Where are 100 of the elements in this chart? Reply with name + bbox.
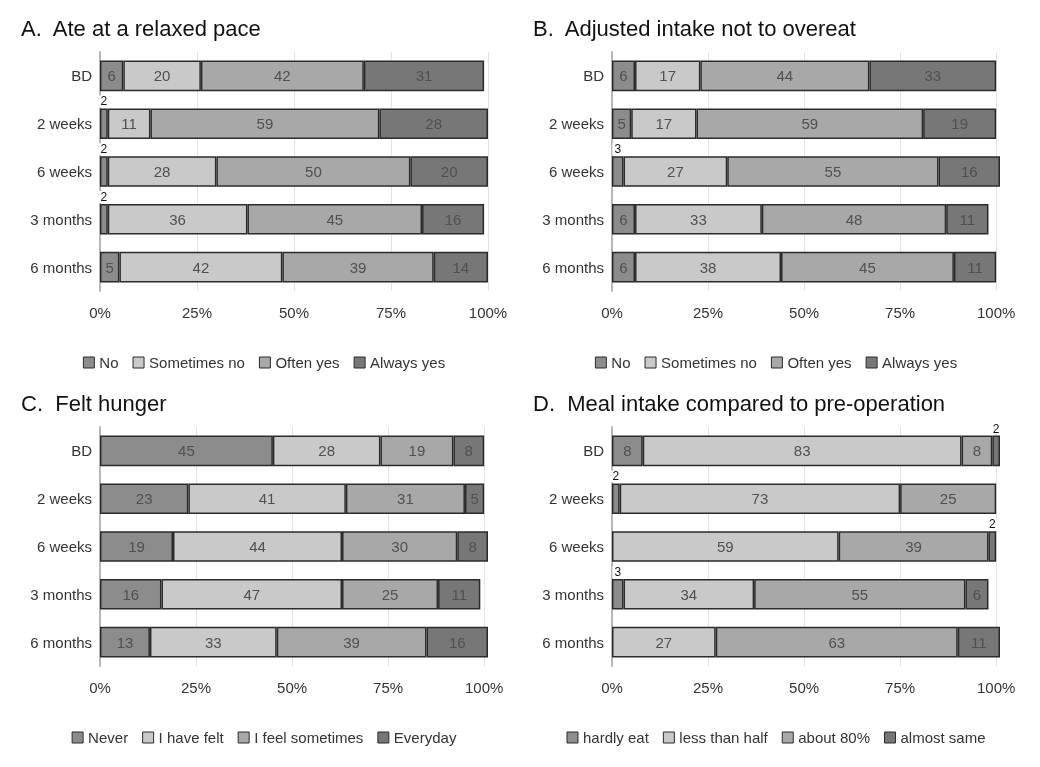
y-tick-label: 2 weeks bbox=[548, 115, 604, 133]
y-tick-label: 3 months bbox=[30, 210, 92, 228]
data-label: 50 bbox=[305, 163, 322, 180]
data-label: 42 bbox=[192, 258, 210, 276]
x-tick-label: 75% bbox=[885, 679, 916, 696]
y-tick-label: BD bbox=[583, 67, 605, 85]
data-label: 48 bbox=[845, 210, 863, 228]
legend-label: Never bbox=[88, 729, 129, 746]
x-tick-label: 100% bbox=[976, 679, 1016, 696]
x-tick-label: 100% bbox=[464, 679, 504, 696]
y-tick-label: 3 months bbox=[542, 210, 604, 228]
y-tick-label: 2 weeks bbox=[36, 490, 92, 508]
data-label: 45 bbox=[178, 442, 195, 460]
data-label: 33 bbox=[690, 210, 707, 228]
data-label: 44 bbox=[776, 67, 794, 85]
data-label: 39 bbox=[905, 538, 922, 555]
data-label: 20 bbox=[153, 67, 171, 85]
data-label: 5 bbox=[617, 115, 626, 133]
x-tick-label: 0% bbox=[601, 304, 623, 321]
y-tick-label: BD bbox=[71, 442, 93, 460]
data-label: 5 bbox=[105, 258, 114, 276]
data-label: 8 bbox=[972, 442, 982, 460]
data-label: 45 bbox=[859, 258, 876, 276]
legend-label: I feel sometimes bbox=[254, 729, 364, 746]
data-label: 41 bbox=[258, 490, 276, 508]
data-label: 2 bbox=[100, 142, 108, 157]
x-tick-label: 50% bbox=[278, 304, 310, 321]
x-tick-label: 50% bbox=[277, 679, 308, 696]
chart-title: C. Felt hunger bbox=[21, 390, 167, 416]
y-tick-label: 2 weeks bbox=[36, 115, 92, 133]
data-label: 44 bbox=[249, 538, 266, 555]
data-label: 45 bbox=[326, 210, 344, 228]
data-label: 27 bbox=[667, 163, 684, 180]
data-label: 19 bbox=[128, 538, 145, 555]
x-tick-label: 0% bbox=[601, 679, 623, 696]
data-label: 17 bbox=[659, 67, 677, 85]
data-label: 2 bbox=[100, 94, 108, 109]
data-label: 27 bbox=[655, 633, 673, 651]
data-label: 19 bbox=[408, 442, 426, 460]
legend-label: Often yes bbox=[275, 354, 340, 371]
data-label: 59 bbox=[801, 115, 819, 133]
y-tick-label: 3 months bbox=[30, 585, 92, 603]
data-label: 34 bbox=[680, 585, 698, 603]
legend-label: hardly eat bbox=[582, 729, 650, 746]
data-label: 16 bbox=[122, 585, 140, 603]
legend-label: Sometimes no bbox=[661, 354, 757, 371]
data-label: 59 bbox=[716, 538, 734, 555]
legend-label: No bbox=[99, 354, 119, 371]
data-label: 6 bbox=[619, 67, 628, 85]
data-label: 2 bbox=[992, 421, 1000, 436]
x-tick-label: 25% bbox=[693, 304, 724, 321]
chart-title: B. Adjusted intake not to overeat bbox=[533, 15, 856, 41]
legend-label: almost same bbox=[900, 729, 986, 746]
data-label: 8 bbox=[623, 442, 632, 460]
legend-label: less than half bbox=[679, 729, 769, 746]
x-tick-label: 75% bbox=[373, 679, 404, 696]
data-label: 83 bbox=[793, 442, 811, 460]
y-tick-label: BD bbox=[71, 67, 93, 85]
data-label: 73 bbox=[751, 490, 769, 508]
legend-label: I have felt bbox=[158, 729, 225, 746]
y-tick-label: BD bbox=[583, 442, 605, 460]
data-label: 55 bbox=[824, 163, 842, 180]
x-tick-label: 75% bbox=[375, 304, 407, 321]
data-label: 25 bbox=[939, 490, 957, 508]
y-tick-label: 3 months bbox=[542, 585, 604, 603]
x-tick-label: 25% bbox=[693, 679, 724, 696]
chart-title: D. Meal intake compared to pre-operation bbox=[533, 390, 946, 416]
data-label: 63 bbox=[828, 633, 846, 651]
legend-label: Everyday bbox=[393, 729, 457, 746]
data-label: 6 bbox=[619, 258, 628, 276]
data-label: 39 bbox=[343, 633, 360, 651]
data-label: 39 bbox=[349, 258, 367, 276]
x-tick-label: 50% bbox=[789, 304, 820, 321]
y-tick-label: 6 months bbox=[30, 258, 92, 276]
data-label: 6 bbox=[619, 210, 628, 228]
chart-title: A. Ate at a relaxed pace bbox=[21, 15, 261, 41]
data-label: 36 bbox=[169, 210, 186, 228]
data-label: 2 bbox=[988, 517, 996, 532]
data-label: 38 bbox=[699, 258, 717, 276]
y-tick-label: 6 weeks bbox=[548, 163, 604, 180]
x-tick-label: 75% bbox=[885, 304, 916, 321]
legend-label: Always yes bbox=[370, 354, 446, 371]
legend-label: No bbox=[611, 354, 631, 371]
data-label: 2 bbox=[100, 190, 108, 204]
x-tick-label: 50% bbox=[789, 679, 820, 696]
x-tick-label: 0% bbox=[89, 679, 111, 696]
data-label: 31 bbox=[397, 490, 414, 508]
legend-label: Often yes bbox=[787, 354, 852, 371]
x-tick-label: 100% bbox=[468, 304, 508, 321]
legend-label: Always yes bbox=[882, 354, 958, 371]
data-label: 23 bbox=[135, 490, 153, 508]
y-tick-label: 6 months bbox=[30, 633, 92, 651]
data-label: 3 bbox=[614, 565, 622, 579]
y-tick-label: 6 weeks bbox=[548, 538, 604, 555]
y-tick-label: 6 weeks bbox=[36, 538, 92, 555]
data-label: 2 bbox=[612, 469, 620, 484]
data-label: 13 bbox=[116, 633, 134, 651]
legend-label: Sometimes no bbox=[149, 354, 245, 371]
y-tick-label: 6 months bbox=[542, 258, 604, 276]
data-label: 17 bbox=[655, 115, 673, 133]
